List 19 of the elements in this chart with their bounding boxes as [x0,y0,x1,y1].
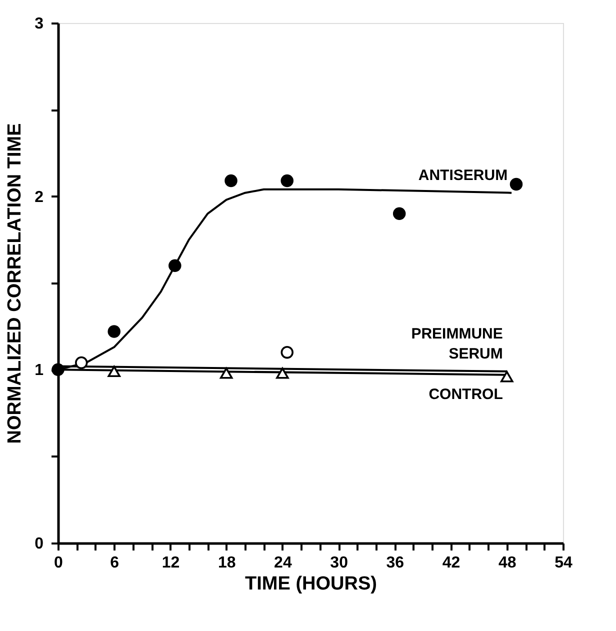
y-tick-label: 2 [34,188,44,206]
y-tick-label: 0 [34,536,44,552]
x-tick-label: 18 [218,554,236,572]
x-tick-label: 54 [554,554,572,572]
y-axis-title: NORMALIZED CORRELATION TIME [4,123,26,444]
series-label: CONTROL [428,386,503,403]
x-tick-label: 0 [54,554,64,572]
x-tick-label: 6 [110,554,120,572]
x-tick-label: 24 [274,554,292,572]
series-label: PREIMMUNE SERUM [411,325,503,362]
x-tick-label: 12 [162,554,180,572]
x-tick-label: 42 [442,554,460,572]
x-tick-label: 48 [498,554,516,572]
series-label: ANTISERUM [418,166,508,184]
y-tick-label: 3 [34,16,44,32]
x-tick-label: 30 [330,554,348,572]
x-axis-title: TIME (HOURS) [245,574,377,594]
x-tick-label: 36 [386,554,404,572]
y-tick-label: 1 [34,362,44,380]
